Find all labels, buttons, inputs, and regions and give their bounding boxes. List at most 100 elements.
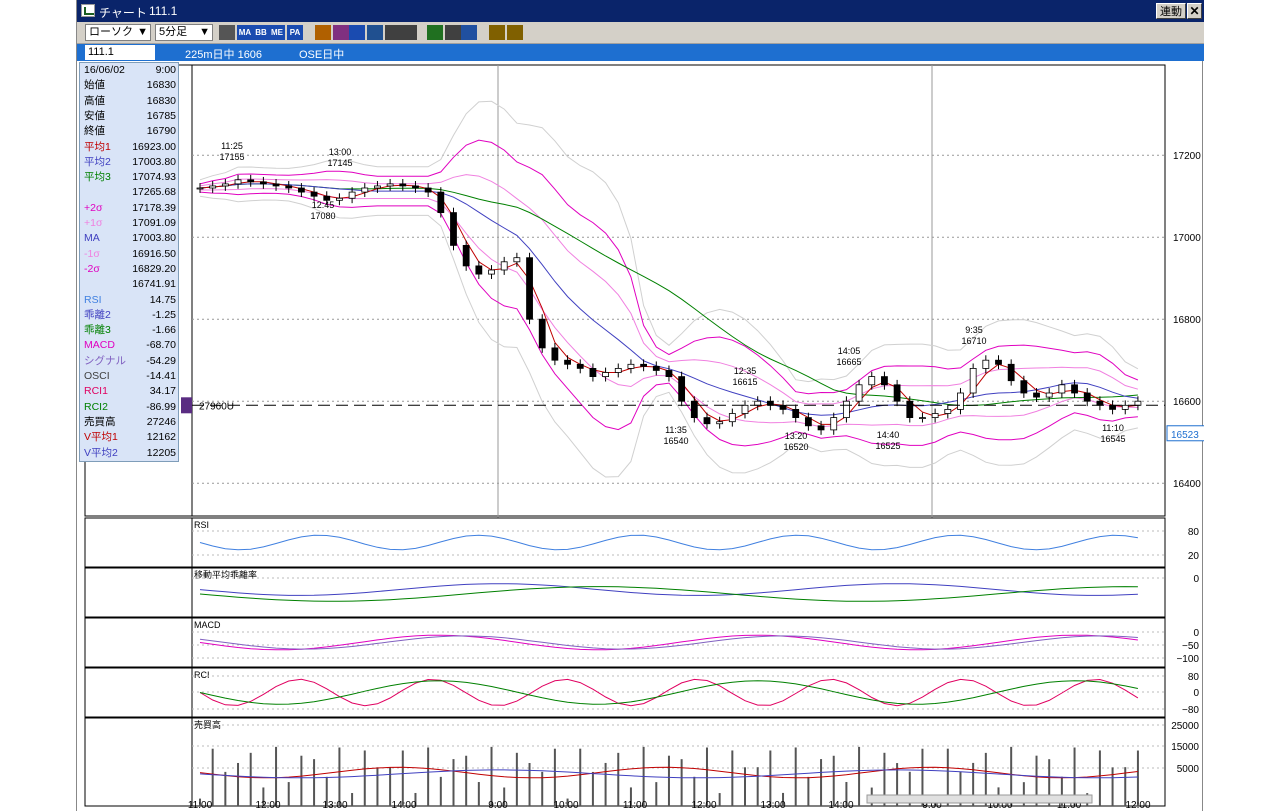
chart-type-select[interactable]: ローソク ▼ (85, 24, 151, 41)
zoom-icon[interactable] (367, 25, 383, 40)
bb-button[interactable]: BB (253, 25, 269, 40)
title-bar: チャート 111.1 連動 ✕ (77, 0, 1204, 22)
candle-body (741, 404, 749, 414)
macd-line (199, 634, 1138, 651)
session-label: OSE日中 (299, 49, 345, 61)
candle-body (678, 376, 686, 402)
data-panel: 16/06/02 9:00 始値 16830 高値 16830 安値 16785 終値 16790… (79, 62, 179, 462)
candle-body (412, 185, 419, 189)
indicator-panel (84, 717, 1166, 807)
window-symbol: 111.1 (149, 4, 178, 18)
print-chart-icon[interactable] (385, 25, 401, 40)
symbol-input[interactable]: 111.1 (85, 45, 155, 60)
bollinger-upper-2 (199, 139, 1139, 395)
data-value: -86.99 (146, 400, 176, 413)
data-label: 安値 (84, 109, 105, 122)
candle-body (906, 400, 914, 419)
rsi-line (199, 534, 1138, 551)
annotation-price: 16540 (663, 436, 688, 446)
cursor-icon[interactable] (445, 25, 461, 40)
fibonacci-icon[interactable] (507, 25, 523, 40)
data-label: RSI (84, 293, 102, 306)
annotation-price: 16665 (836, 357, 861, 367)
rci2-line (199, 680, 1139, 705)
rise-fall-icon[interactable] (333, 25, 349, 40)
signal-line (199, 635, 1138, 650)
data-label: 高値 (84, 94, 105, 107)
chevron-down-icon: ▼ (199, 26, 210, 38)
data-label: MA (84, 232, 100, 245)
time-axis-label: 10:00 (553, 800, 578, 811)
search-icon[interactable] (489, 25, 505, 40)
annotation-time: 11:35 (665, 425, 687, 435)
bollinger-lower-2 (199, 191, 1138, 447)
indicator-tick-label: 80 (1188, 672, 1200, 683)
data-label: V平均1 (84, 431, 118, 444)
data-row: 始値 16830 (80, 78, 178, 93)
data-value: 16829.20 (132, 262, 176, 275)
table-icon[interactable] (219, 25, 235, 40)
annotation-time: 14:05 (838, 346, 861, 356)
indicator-tick-label: 15000 (1171, 742, 1199, 753)
bollinger-outer-lower (199, 195, 1139, 478)
annotation-price: 17145 (327, 158, 352, 168)
candle-body (640, 363, 648, 367)
data-value: 16785 (146, 109, 176, 122)
data-value: 17003.80 (132, 232, 176, 245)
time-axis-label: 11:00 (1057, 800, 1082, 811)
time-axis-label: 12:00 (691, 800, 716, 811)
annotation-price: 17155 (219, 152, 244, 162)
chart-app-icon (81, 4, 95, 17)
data-label: RCI2 (84, 400, 108, 413)
candle-body (779, 404, 787, 410)
deviation2-line (199, 583, 1138, 596)
annotation-price: 16615 (732, 377, 757, 387)
annotation-price: 17080 (310, 211, 335, 221)
link-button[interactable]: 連動 (1156, 3, 1186, 19)
candle-body (374, 185, 381, 189)
info-bar: 111.1 225m日中 1606 OSE日中 (77, 44, 1204, 61)
me-button[interactable]: ME (269, 25, 285, 40)
pa-button[interactable]: PA (287, 25, 303, 40)
candle-body (310, 191, 318, 197)
volume-avg1-line (199, 766, 1138, 779)
data-value: -68.70 (146, 339, 176, 352)
chart-type-value: ローソク (89, 26, 133, 38)
time-axis-label: 14:00 (828, 800, 853, 811)
data-row: +2σ 17178.39 (80, 201, 178, 216)
candle-body (893, 384, 901, 402)
indicator-panel-title: 移動平均乖離率 (194, 569, 257, 580)
pen-icon[interactable] (427, 25, 443, 40)
indicator-tick-label: 0 (1193, 574, 1199, 585)
data-label: 売買高 (84, 415, 116, 428)
candle-body (1020, 380, 1028, 394)
data-row: 平均2 17003.80 (80, 155, 178, 170)
line-chart-icon[interactable] (315, 25, 331, 40)
split-icon[interactable] (401, 25, 417, 40)
data-label: -1σ (84, 247, 100, 260)
candle-body (1083, 392, 1091, 402)
indicator-tick-label: 5000 (1177, 764, 1200, 775)
price-tick-label: 16800 (1173, 315, 1201, 326)
ma-button[interactable]: MA (237, 25, 253, 40)
annotation-time: 11:25 (221, 141, 243, 151)
close-icon[interactable]: ✕ (1187, 3, 1202, 19)
data-row: V平均2 12205 (80, 446, 178, 461)
indicator-tick-label: −50 (1182, 641, 1199, 652)
data-row: 16741.91 (80, 277, 178, 292)
window-title: チャート (99, 6, 147, 20)
crosshair-icon[interactable] (349, 25, 365, 40)
annotation-time: 13:20 (785, 431, 808, 441)
indicator-tick-label: −100 (1176, 654, 1199, 665)
indicator-tick-label: 25000 (1171, 721, 1199, 732)
candle-body (234, 179, 242, 185)
interval-select[interactable]: 5分足 ▼ (155, 24, 213, 41)
data-row: RCI1 34.17 (80, 384, 178, 399)
eraser-icon[interactable] (461, 25, 477, 40)
candle-body (754, 400, 762, 406)
candle-body (297, 187, 305, 193)
candle-body (766, 400, 774, 406)
data-row: 安値 16785 (80, 109, 178, 124)
data-row: OSCI -14.41 (80, 369, 178, 384)
chart-area[interactable]: 17200 17000 16800 16600 16400 27960U 16523 11:2… (77, 61, 1204, 811)
